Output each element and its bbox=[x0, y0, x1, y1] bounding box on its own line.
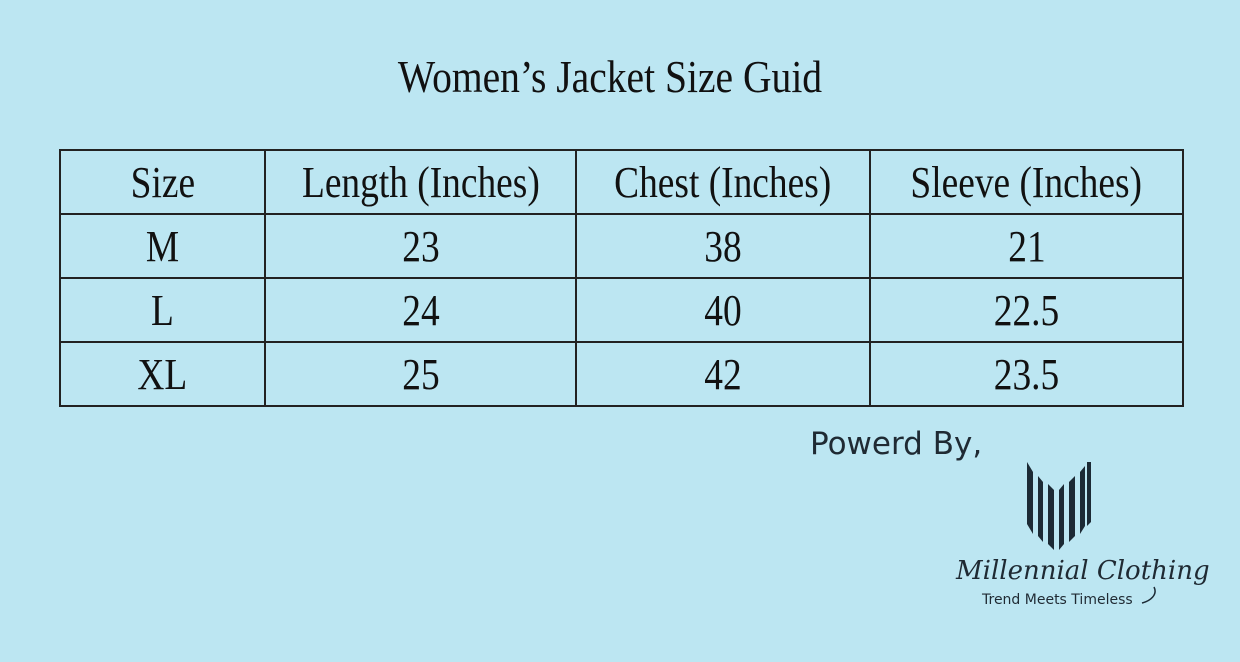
cell-size: M bbox=[59, 213, 266, 279]
cell-size-value: M bbox=[145, 221, 180, 271]
cell-size: L bbox=[59, 277, 266, 343]
cell-size: XL bbox=[59, 341, 266, 407]
barcode-m-logo-icon bbox=[1027, 462, 1091, 550]
cell-chest-value: 38 bbox=[704, 221, 742, 271]
cell-chest-value: 42 bbox=[704, 349, 742, 399]
page-title: Women’s Jacket Size Guid bbox=[397, 51, 823, 102]
table-row: L 24 40 22.5 bbox=[59, 277, 1184, 343]
swash-decoration bbox=[1141, 586, 1156, 604]
header-size-label: Size bbox=[130, 157, 195, 207]
cell-sleeve-value: 21 bbox=[1007, 221, 1046, 271]
header-chest: Chest (Inches) bbox=[575, 149, 871, 215]
cell-length: 24 bbox=[264, 277, 577, 343]
header-chest-label: Chest (Inches) bbox=[614, 157, 832, 207]
powered-by-label: Powerd By, bbox=[810, 426, 983, 462]
header-sleeve-label: Sleeve (Inches) bbox=[910, 157, 1143, 207]
cell-size-value: XL bbox=[137, 349, 188, 399]
header-size: Size bbox=[59, 149, 266, 215]
cell-sleeve: 22.5 bbox=[869, 277, 1184, 343]
cell-sleeve: 21 bbox=[869, 213, 1184, 279]
cell-size-value: L bbox=[151, 285, 174, 335]
cell-length-value: 24 bbox=[401, 285, 440, 335]
header-length-label: Length (Inches) bbox=[301, 157, 540, 207]
header-sleeve: Sleeve (Inches) bbox=[869, 149, 1184, 215]
cell-chest: 42 bbox=[575, 341, 871, 407]
cell-sleeve: 23.5 bbox=[869, 341, 1184, 407]
header-length: Length (Inches) bbox=[264, 149, 577, 215]
table-header-row: Size Length (Inches) Chest (Inches) Slee… bbox=[59, 149, 1184, 215]
cell-chest-value: 40 bbox=[704, 285, 742, 335]
cell-sleeve-value: 23.5 bbox=[993, 349, 1060, 399]
table-row: M 23 38 21 bbox=[59, 213, 1184, 279]
brand-name: Millennial Clothing bbox=[956, 556, 1210, 586]
cell-length: 25 bbox=[264, 341, 577, 407]
table-row: XL 25 42 23.5 bbox=[59, 341, 1184, 407]
cell-sleeve-value: 22.5 bbox=[993, 285, 1060, 335]
brand-tagline: Trend Meets Timeless bbox=[982, 592, 1133, 608]
cell-chest: 40 bbox=[575, 277, 871, 343]
cell-chest: 38 bbox=[575, 213, 871, 279]
cell-length: 23 bbox=[264, 213, 577, 279]
cell-length-value: 25 bbox=[401, 349, 440, 399]
size-guide-table: Size Length (Inches) Chest (Inches) Slee… bbox=[59, 149, 1184, 407]
cell-length-value: 23 bbox=[401, 221, 440, 271]
